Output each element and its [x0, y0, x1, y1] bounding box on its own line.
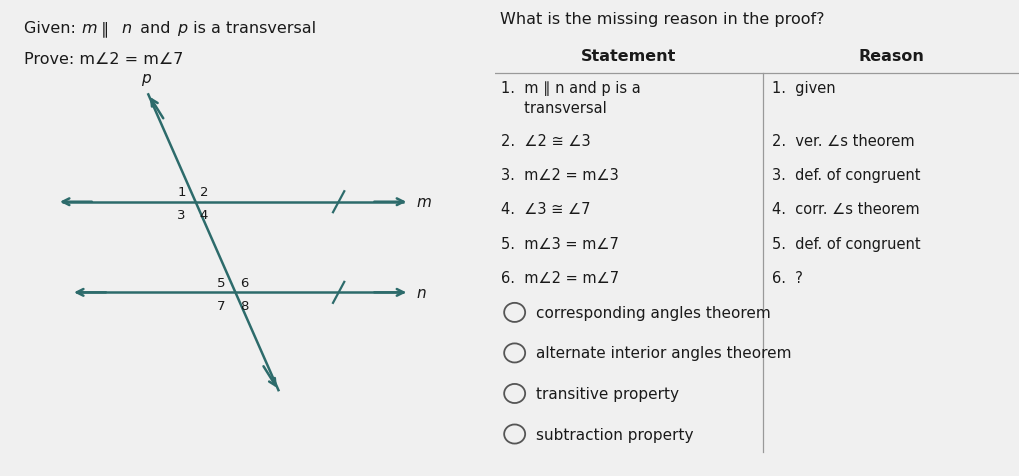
- Text: alternate interior angles theorem: alternate interior angles theorem: [535, 346, 791, 361]
- Text: and: and: [135, 21, 175, 36]
- Text: What is the missing reason in the proof?: What is the missing reason in the proof?: [499, 12, 823, 27]
- Text: m: m: [416, 195, 430, 210]
- Text: p: p: [141, 71, 151, 86]
- Text: 3.  m∠2 = m∠3: 3. m∠2 = m∠3: [500, 168, 619, 182]
- Text: 1: 1: [177, 186, 185, 199]
- Text: n: n: [416, 285, 425, 300]
- Text: 4.  ∠3 ≅ ∠7: 4. ∠3 ≅ ∠7: [500, 202, 590, 217]
- Text: 2: 2: [200, 186, 208, 199]
- Text: p: p: [176, 21, 186, 36]
- Text: Given:: Given:: [24, 21, 82, 36]
- Text: 3.  def. of congruent: 3. def. of congruent: [771, 168, 920, 182]
- Text: 2.  ∠2 ≅ ∠3: 2. ∠2 ≅ ∠3: [500, 133, 590, 148]
- Text: 6: 6: [239, 276, 248, 289]
- Text: is a transversal: is a transversal: [189, 21, 316, 36]
- Text: 4.  corr. ∠s theorem: 4. corr. ∠s theorem: [771, 202, 919, 217]
- Text: Statement: Statement: [581, 49, 676, 64]
- Text: 4: 4: [200, 208, 208, 222]
- Text: 6.  ?: 6. ?: [771, 270, 802, 285]
- Text: 1.  given: 1. given: [771, 81, 835, 96]
- Text: 6.  m∠2 = m∠7: 6. m∠2 = m∠7: [500, 270, 619, 285]
- Text: 5.  def. of congruent: 5. def. of congruent: [771, 236, 920, 251]
- Text: m: m: [82, 21, 97, 36]
- Text: n: n: [121, 21, 131, 36]
- Text: transitive property: transitive property: [535, 386, 678, 401]
- Text: 5: 5: [217, 276, 225, 289]
- Text: Reason: Reason: [858, 49, 923, 64]
- Text: subtraction property: subtraction property: [535, 426, 693, 442]
- Text: corresponding angles theorem: corresponding angles theorem: [535, 305, 769, 320]
- Text: 2.  ver. ∠s theorem: 2. ver. ∠s theorem: [771, 133, 914, 148]
- Text: ∥: ∥: [96, 21, 114, 37]
- Text: 5.  m∠3 = m∠7: 5. m∠3 = m∠7: [500, 236, 619, 251]
- Text: 1.  m ∥ n and p is a
     transversal: 1. m ∥ n and p is a transversal: [500, 81, 640, 116]
- Text: Prove: m∠2 = m∠7: Prove: m∠2 = m∠7: [24, 52, 183, 67]
- Text: 8: 8: [239, 299, 248, 312]
- Text: 7: 7: [217, 299, 225, 312]
- Text: 3: 3: [177, 208, 185, 222]
